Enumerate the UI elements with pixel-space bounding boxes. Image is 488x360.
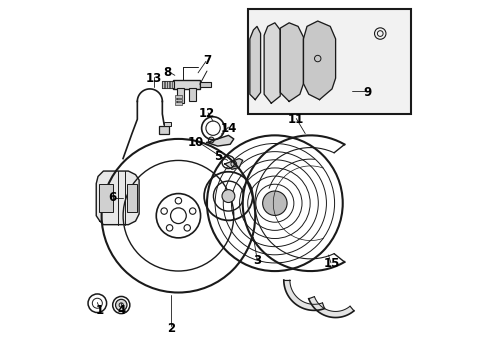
Text: 9: 9 <box>363 86 371 99</box>
Polygon shape <box>264 23 280 103</box>
Bar <box>162 81 164 88</box>
Bar <box>247 9 410 114</box>
Bar <box>169 81 171 88</box>
Circle shape <box>262 191 286 215</box>
Polygon shape <box>206 135 233 146</box>
Text: 6: 6 <box>108 192 116 204</box>
Polygon shape <box>224 158 242 169</box>
Bar <box>173 80 200 89</box>
Text: 14: 14 <box>220 122 236 135</box>
Circle shape <box>115 299 127 311</box>
Bar <box>200 82 210 87</box>
Bar <box>167 81 169 88</box>
Bar <box>189 88 195 102</box>
Text: 1: 1 <box>96 304 103 317</box>
Bar <box>162 81 173 88</box>
Text: 4: 4 <box>117 304 125 317</box>
Text: 13: 13 <box>145 72 161 85</box>
Bar <box>126 184 136 212</box>
Polygon shape <box>96 171 139 225</box>
Polygon shape <box>303 21 335 100</box>
Text: 12: 12 <box>199 107 215 120</box>
Circle shape <box>222 190 234 203</box>
Bar <box>159 126 169 134</box>
Text: 15: 15 <box>323 257 340 270</box>
Bar <box>164 81 166 88</box>
Polygon shape <box>283 280 324 310</box>
Text: 7: 7 <box>203 54 211 67</box>
Text: 5: 5 <box>213 150 222 163</box>
Text: 3: 3 <box>252 254 261 267</box>
Text: 10: 10 <box>188 136 204 149</box>
Bar <box>175 95 182 98</box>
Text: 8: 8 <box>163 66 171 79</box>
Polygon shape <box>308 297 353 318</box>
Bar <box>175 99 182 102</box>
Bar <box>176 88 183 103</box>
Text: 11: 11 <box>287 113 304 126</box>
Bar <box>99 184 113 212</box>
Bar <box>164 122 170 126</box>
Polygon shape <box>249 26 260 100</box>
Bar <box>175 103 182 105</box>
Polygon shape <box>280 23 303 102</box>
Text: 2: 2 <box>167 322 175 335</box>
